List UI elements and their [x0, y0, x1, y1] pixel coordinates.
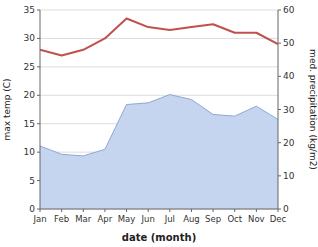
y-axis-line [40, 10, 41, 209]
x-tick [61, 209, 62, 212]
x-tick [104, 209, 105, 212]
y-tick-label: 30 [24, 33, 36, 43]
y-tick-label: 20 [24, 90, 36, 100]
x-tick-label: Jun [141, 214, 155, 224]
plot-area [40, 19, 278, 209]
x-tick-label: Dec [270, 214, 287, 224]
x-tick-label: Mar [75, 214, 92, 224]
chart-container: 0 5 10 15 20 25 30 35 0 10 20 30 40 50 60 Jan Feb Mar Apr M… [0, 0, 318, 247]
y2-tick-label: 60 [283, 5, 295, 15]
x-tick [256, 209, 257, 212]
x-axis-label: date (month) [122, 232, 196, 243]
grid-line [40, 38, 278, 39]
y2-tick-label: 0 [283, 204, 289, 214]
y2-tick-label: 30 [283, 105, 295, 115]
y2-tick [278, 142, 281, 143]
y-tick-label: 25 [24, 62, 35, 72]
y2-tick [278, 76, 281, 77]
y2-tick [278, 109, 281, 110]
grid-line [40, 209, 278, 210]
x-tick [148, 209, 149, 212]
y-tick-label: 0 [29, 204, 35, 214]
y2-tick-label: 40 [283, 71, 295, 81]
chart: 0 5 10 15 20 25 30 35 0 10 20 30 40 50 60 Jan Feb Mar Apr M… [0, 0, 318, 247]
line [40, 19, 278, 56]
x-tick [191, 209, 192, 212]
area [40, 95, 278, 209]
y-tick [37, 95, 40, 96]
x-tick-label: May [118, 214, 136, 224]
y-tick [37, 123, 40, 124]
x-tick-label: Apr [98, 214, 113, 224]
x-tick [213, 209, 214, 212]
y2-tick-label: 20 [283, 138, 295, 148]
y-axis-label: max temp (C) [2, 78, 12, 140]
y-tick [37, 10, 40, 11]
x-tick-label: Jan [32, 214, 46, 224]
y-tick [37, 152, 40, 153]
y2-tick [278, 43, 281, 44]
x-tick-label: Sep [205, 214, 221, 224]
x-tick [278, 209, 279, 212]
x-axis-line [40, 209, 278, 210]
y-tick-label: 15 [24, 119, 35, 129]
y-tick-label: 10 [24, 147, 36, 157]
y2-axis-label: med. precipitation (kg/m2) [308, 49, 318, 170]
x-tick-label: Nov [248, 214, 265, 224]
x-tick [83, 209, 84, 212]
y2-tick-label: 10 [283, 171, 295, 181]
x-tick [169, 209, 170, 212]
y2-tick-label: 50 [283, 38, 295, 48]
x-tick-label: Feb [54, 214, 69, 224]
x-tick-label: Aug [183, 214, 200, 224]
y-tick [37, 38, 40, 39]
area-line [40, 95, 278, 156]
grid-line [40, 95, 278, 96]
x-tick [234, 209, 235, 212]
grid-line [40, 10, 278, 11]
y-tick-label: 5 [29, 176, 35, 186]
x-tick-label: Oct [227, 214, 242, 224]
x-tick [40, 209, 41, 212]
x-tick-label: Jul [164, 214, 175, 224]
y-tick-label: 35 [24, 5, 35, 15]
y2-tick [278, 175, 281, 176]
y-tick [37, 180, 40, 181]
x-tick [126, 209, 127, 212]
y-tick [37, 66, 40, 67]
grid-line [40, 66, 278, 67]
y2-tick [278, 10, 281, 11]
